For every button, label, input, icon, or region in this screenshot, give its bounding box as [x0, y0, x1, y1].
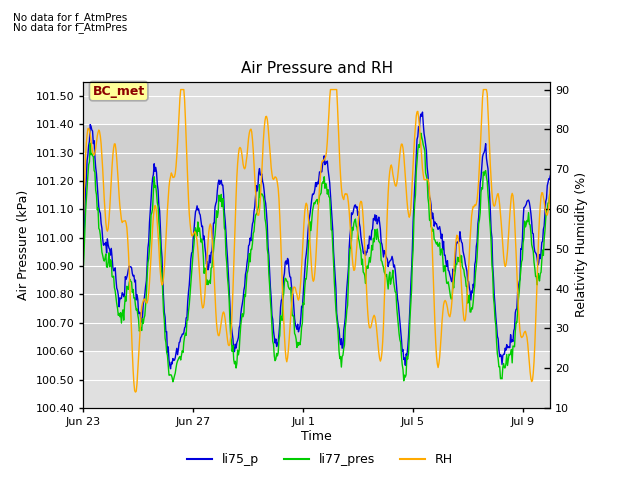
Text: No data for f_AtmPres: No data for f_AtmPres [13, 12, 127, 23]
Y-axis label: Relativity Humidity (%): Relativity Humidity (%) [575, 172, 588, 317]
Text: No data for f_AtmPres: No data for f_AtmPres [13, 22, 127, 33]
Y-axis label: Air Pressure (kPa): Air Pressure (kPa) [17, 190, 30, 300]
Legend: li75_p, li77_pres, RH: li75_p, li77_pres, RH [182, 448, 458, 471]
Text: BC_met: BC_met [93, 84, 145, 97]
Bar [83, 124, 550, 351]
Title: Air Pressure and RH: Air Pressure and RH [241, 61, 393, 76]
X-axis label: Time: Time [301, 430, 332, 443]
